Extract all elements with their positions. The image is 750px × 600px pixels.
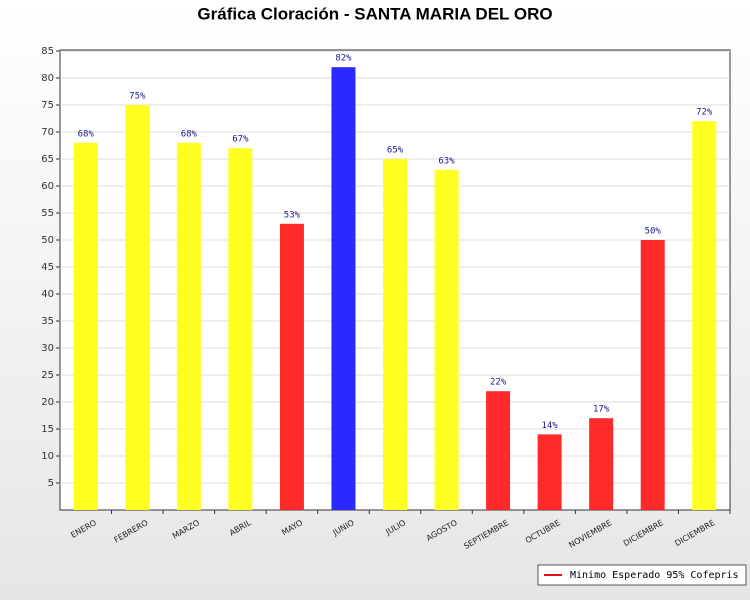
y-tick-label: 70 [41,127,54,138]
value-label: 63% [438,156,455,166]
y-tick-label: 55 [41,208,54,219]
value-label: 65% [387,146,404,156]
y-tick-label: 60 [41,181,54,192]
value-label: 72% [696,108,713,118]
bar [125,105,150,510]
y-tick-label: 15 [41,424,54,435]
value-label: 22% [490,378,507,388]
legend-label: Minimo Esperado 95% Cofepris [570,570,739,581]
y-tick-label: 30 [41,343,54,354]
bar [228,148,253,510]
value-label: 17% [593,405,610,415]
bar [331,67,356,510]
y-tick-label: 75 [41,100,54,111]
bar [640,240,665,510]
value-label: 67% [232,135,249,145]
y-tick-label: 80 [41,73,54,84]
y-tick-label: 40 [41,289,54,300]
value-label: 14% [541,421,558,431]
bar [176,142,201,511]
legend: Minimo Esperado 95% Cofepris [537,564,747,586]
bar [73,142,98,511]
legend-box [537,564,747,586]
value-label: 68% [181,129,198,139]
value-label: 50% [645,227,662,237]
bar [434,169,459,511]
y-tick-label: 5 [48,478,54,489]
y-tick-label: 35 [41,316,54,327]
bar [692,121,717,510]
y-tick-label: 50 [41,235,54,246]
chart-title: Gráfica Cloración - SANTA MARIA DEL ORO [197,4,552,23]
value-label: 82% [335,54,352,64]
bar [383,159,407,510]
y-tick-label: 20 [41,397,54,408]
y-tick-label: 10 [41,451,54,462]
y-tick-label: 65 [41,154,54,165]
bar [279,223,304,511]
y-tick-label: 85 [41,46,54,57]
y-tick-label: 25 [41,370,54,381]
y-tick-label: 45 [41,262,54,273]
bar [537,434,562,510]
value-label: 68% [78,129,95,139]
bar [486,391,511,510]
value-label: 53% [284,210,301,220]
bar [589,418,614,510]
value-label: 75% [129,92,146,102]
